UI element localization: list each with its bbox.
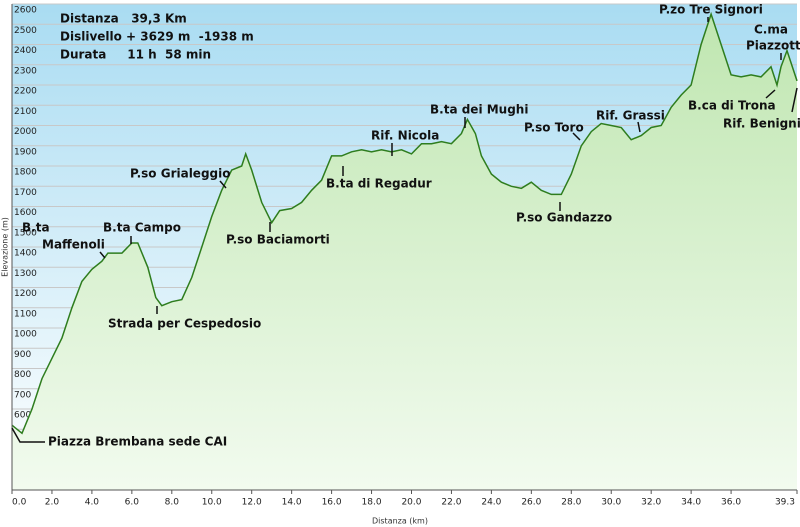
annotation: Piazzotti <box>746 39 800 53</box>
y-tick-label: 800 <box>14 370 31 380</box>
annotation: P.so Baciamorti <box>226 233 330 247</box>
y-tick-label: 600 <box>14 411 31 421</box>
annotation: P.zo Tre Signori <box>659 3 763 17</box>
y-axis-label: Elevazione (m) <box>1 217 10 277</box>
annotation: Maffenoli <box>42 238 105 252</box>
y-tick-label: 1800 <box>14 168 37 178</box>
y-tick-label: 1600 <box>14 208 37 218</box>
x-tick-label: 24.0 <box>481 498 501 508</box>
y-tick-label: 1200 <box>14 289 37 299</box>
x-tick-label: 32.0 <box>641 498 661 508</box>
y-tick-label: 1400 <box>14 249 37 259</box>
x-tick-label: 39.3 <box>775 498 795 508</box>
annotation: B.ta <box>22 221 50 235</box>
annotation-leader <box>99 251 106 259</box>
y-tick-label: 2600 <box>14 6 37 16</box>
annotation: B.ta di Regadur <box>326 177 432 191</box>
x-tick-label: 16.0 <box>322 498 342 508</box>
x-tick-label: 26.0 <box>521 498 541 508</box>
x-tick-label: 18.0 <box>362 498 382 508</box>
x-tick-label: 0.0 <box>12 498 27 508</box>
annotation: Strada per Cespedosio <box>108 317 261 331</box>
annotation: Piazza Brembana sede CAI <box>48 435 227 449</box>
annotation: B.ta Campo <box>103 221 181 235</box>
y-tick-label: 2000 <box>14 127 37 137</box>
x-tick-label: 28.0 <box>561 498 581 508</box>
y-tick-label: 2500 <box>14 26 37 36</box>
info-line: Durata 11 h 58 min <box>60 48 211 62</box>
x-axis-label: Distanza (km) <box>372 517 428 526</box>
y-tick-label: 1900 <box>14 147 37 157</box>
x-tick-label: 2.0 <box>45 498 60 508</box>
x-tick-label: 34.0 <box>681 498 701 508</box>
annotation: P.so Toro <box>524 121 584 135</box>
y-tick-label: 2300 <box>14 66 37 76</box>
annotation-leader <box>791 87 798 113</box>
annotation: Rif. Grassi <box>596 109 665 123</box>
y-tick-label: 900 <box>14 350 31 360</box>
area <box>12 14 797 490</box>
x-tick-label: 14.0 <box>282 498 302 508</box>
y-tick-label: 700 <box>14 390 31 400</box>
x-tick-label: 22.0 <box>441 498 461 508</box>
profile-line <box>11 11 798 435</box>
y-tick-label: 2200 <box>14 87 37 97</box>
y-tick-label: 2100 <box>14 107 37 117</box>
y-tick-label: 1700 <box>14 188 37 198</box>
info-line: Dislivello + 3629 m -1938 m <box>60 30 254 44</box>
annotation: Rif. Benigni <box>723 117 800 131</box>
annotation: B.ta dei Mughi <box>430 103 528 117</box>
annotation-leader <box>572 132 581 141</box>
x-tick-label: 20.0 <box>401 498 421 508</box>
info-line: Distanza 39,3 Km <box>60 12 187 26</box>
x-tick-label: 36.0 <box>721 498 741 508</box>
x-tick-label: 12.0 <box>242 498 262 508</box>
annotation: Rif. Nicola <box>371 129 439 143</box>
x-tick-label: 10.0 <box>202 498 222 508</box>
annotation-leader <box>219 180 227 189</box>
annotation-leader <box>11 427 45 443</box>
x-tick-label: 8.0 <box>165 498 180 508</box>
x-tick-label: 30.0 <box>601 498 621 508</box>
y-tick-label: 2400 <box>14 46 37 56</box>
annotation-leader <box>765 89 776 99</box>
x-tick-label: 6.0 <box>125 498 140 508</box>
annotation-leader <box>637 121 641 133</box>
annotation: P.so Gandazzo <box>516 211 612 225</box>
x-tick-label: 4.0 <box>85 498 100 508</box>
annotation: B.ca di Trona <box>688 99 776 113</box>
y-tick-label: 1500 <box>14 228 37 238</box>
y-tick-label: 1000 <box>14 330 37 340</box>
annotation: C.ma <box>754 23 788 37</box>
y-tick-label: 1300 <box>14 269 37 279</box>
y-tick-label: 1100 <box>14 309 37 319</box>
annotation: P.so Grialeggio <box>130 167 230 181</box>
